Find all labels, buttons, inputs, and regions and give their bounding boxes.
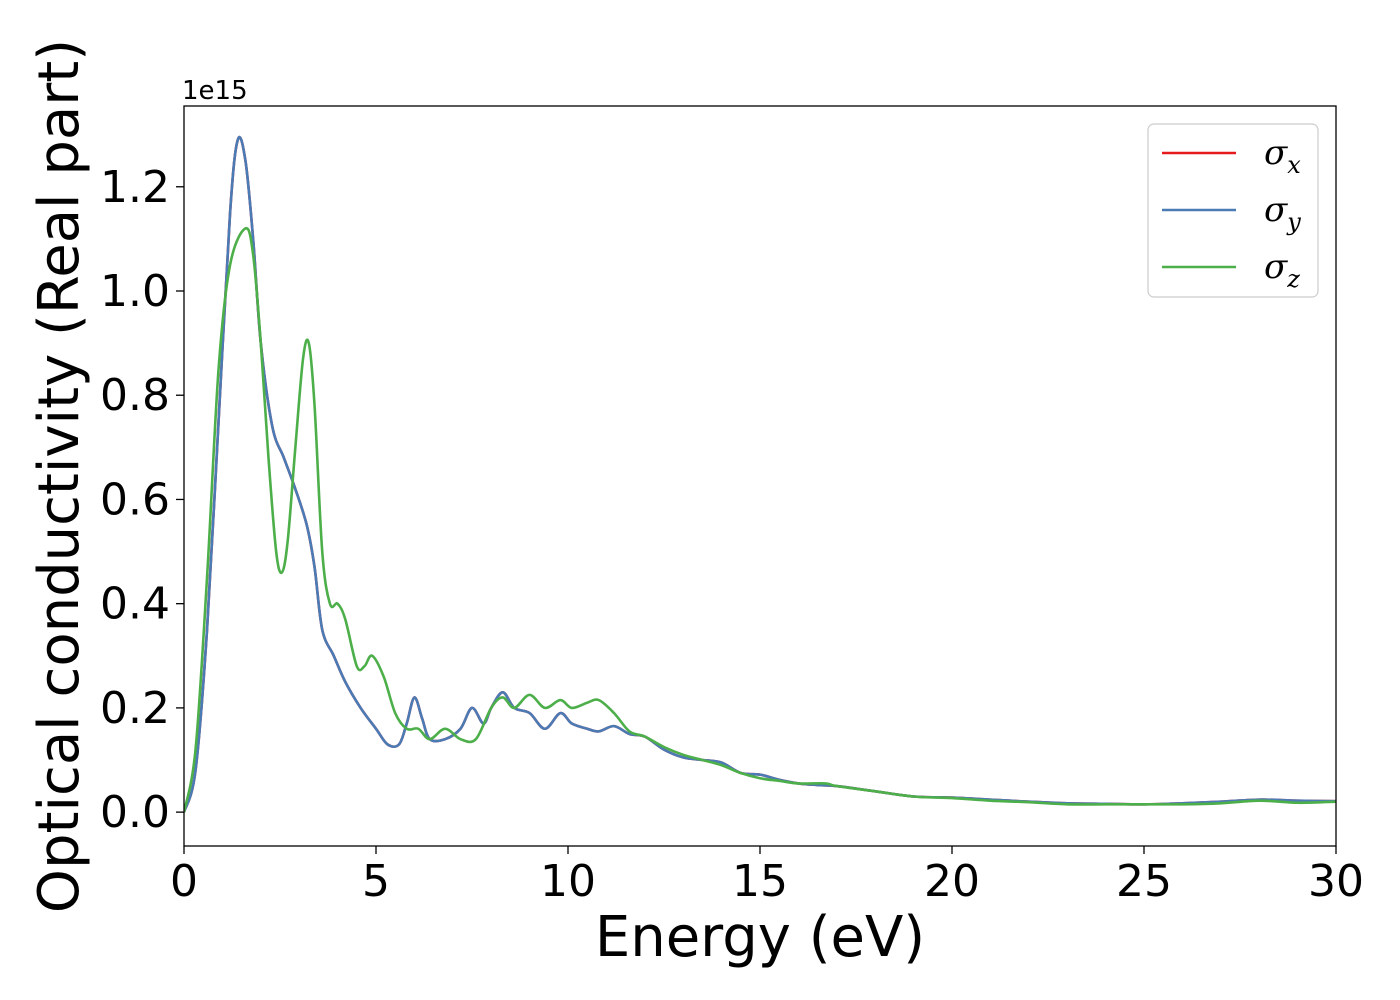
- y-tick-label: 0.8: [100, 370, 170, 421]
- x-tick-label: 5: [362, 856, 390, 907]
- x-tick-label: 0: [170, 856, 198, 907]
- x-tick-label: 25: [1116, 856, 1172, 907]
- x-axis: 0 5 10 15 20 25 30: [170, 846, 1364, 907]
- legend-label-x: σx: [1264, 133, 1301, 179]
- plot-lines: [184, 135, 1336, 813]
- legend-label-y: σy: [1264, 190, 1301, 236]
- y-tick-label: 0.2: [100, 683, 170, 734]
- y-tick-label: 0.6: [100, 474, 170, 525]
- y-axis-label: Optical conductivity (Real part): [27, 39, 92, 913]
- series-line-z: [184, 226, 1336, 813]
- y-tick-label: 1.0: [100, 266, 170, 317]
- legend-label-z: σz: [1264, 247, 1300, 293]
- y-tick-label: 0.0: [100, 787, 170, 838]
- y-offset-label: 1e15: [182, 76, 248, 106]
- x-tick-label: 10: [540, 856, 596, 907]
- legend: σx σy σz: [1147, 123, 1319, 298]
- x-tick-label: 15: [732, 856, 788, 907]
- y-tick-label: 0.4: [100, 579, 170, 630]
- y-axis: 0.0 0.2 0.4 0.6 0.8 1.0 1.2: [100, 162, 184, 838]
- y-tick-label: 1.2: [100, 162, 170, 213]
- x-axis-label: Energy (eV): [595, 905, 925, 970]
- x-tick-label: 20: [924, 856, 980, 907]
- x-tick-label: 30: [1308, 856, 1364, 907]
